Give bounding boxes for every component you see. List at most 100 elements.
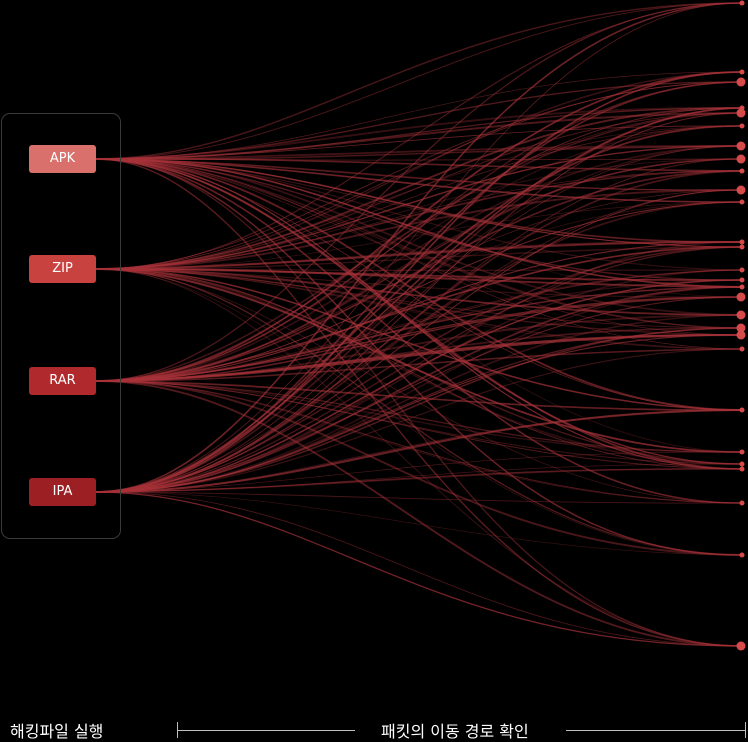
flow-link	[95, 380, 743, 647]
flow-link	[95, 380, 743, 453]
flow-link	[95, 145, 743, 493]
flow-link	[95, 189, 743, 493]
endpoint-node	[739, 277, 745, 283]
flow-link	[95, 2, 743, 493]
flow-link	[95, 268, 743, 336]
endpoint-node	[739, 552, 745, 558]
flow-link	[95, 158, 743, 329]
flow-link	[95, 296, 743, 382]
flow-link	[95, 491, 743, 647]
endpoint-node	[739, 123, 745, 129]
flow-link	[95, 112, 743, 382]
flow-link	[95, 268, 743, 556]
flow-link	[95, 380, 743, 504]
flow-link	[95, 268, 743, 556]
bracket-line-left	[177, 730, 355, 731]
flow-link	[95, 158, 743, 504]
endpoint-node	[739, 466, 745, 472]
endpoint-node	[739, 239, 745, 245]
flow-link	[95, 107, 743, 382]
endpoint-node	[739, 69, 745, 75]
endpoint-node	[736, 310, 746, 320]
flow-link	[95, 409, 743, 493]
flow-link	[95, 380, 743, 453]
flow-link	[95, 158, 743, 270]
flow-link	[95, 81, 743, 270]
flow-link	[95, 158, 743, 243]
execute-hacking-file-label: 해킹파일 실행	[10, 722, 104, 741]
endpoint-nodes	[736, 0, 746, 651]
flow-link	[95, 158, 743, 493]
packet-path-label: 패킷의 이동 경로 확인	[381, 722, 529, 741]
endpoint-node	[736, 292, 746, 302]
flow-link	[95, 268, 743, 647]
endpoint-node	[739, 0, 745, 6]
flow-link	[95, 241, 743, 270]
flow-link	[95, 268, 743, 453]
source-tag-zip[interactable]: ZIP	[29, 255, 96, 283]
flow-link	[95, 201, 743, 382]
endpoint-node	[736, 77, 746, 87]
endpoint-node	[739, 244, 745, 250]
endpoint-node	[736, 108, 746, 118]
flow-link	[95, 125, 743, 160]
bracket-line-right	[566, 730, 745, 731]
flow-link	[95, 81, 743, 160]
flow-link	[95, 267, 743, 288]
endpoint-node	[736, 141, 746, 151]
flow-link	[95, 2, 743, 493]
flow-link	[95, 268, 743, 329]
bracket-right-tick	[745, 722, 746, 738]
flow-link	[95, 157, 743, 172]
flow-link	[95, 451, 743, 493]
endpoint-node	[739, 449, 745, 455]
flow-link	[95, 145, 743, 270]
flow-link	[95, 71, 743, 493]
flow-link	[95, 2, 743, 160]
source-file-panel	[1, 113, 121, 539]
flow-link	[95, 158, 743, 316]
flow-link	[95, 246, 743, 493]
endpoint-node	[736, 323, 746, 333]
flow-link	[95, 286, 743, 493]
source-tag-ipa[interactable]: IPA	[29, 478, 96, 506]
endpoint-node	[739, 267, 745, 273]
flow-link	[95, 268, 743, 504]
flow-link	[95, 71, 743, 382]
endpoint-node	[739, 500, 745, 506]
flow-link	[95, 334, 743, 493]
flow-link	[95, 491, 743, 647]
flow-link	[95, 112, 743, 493]
flow-link	[95, 158, 743, 248]
flow-link	[95, 189, 743, 493]
flow-link	[95, 2, 743, 382]
flow-link	[95, 112, 743, 270]
flow-link	[95, 246, 743, 493]
endpoint-node	[739, 407, 745, 413]
source-tag-apk[interactable]: APK	[29, 145, 96, 173]
flow-link	[95, 380, 743, 504]
flow-link	[95, 158, 743, 470]
flow-link	[95, 491, 743, 556]
flow-link	[95, 71, 743, 160]
flow-link	[95, 201, 743, 382]
flow-link	[95, 380, 743, 465]
endpoint-node	[736, 185, 746, 195]
flow-link	[95, 268, 743, 465]
flow-link	[95, 468, 743, 493]
flow-link	[95, 241, 743, 382]
flow-link	[95, 170, 743, 493]
source-tag-rar[interactable]: RAR	[29, 367, 96, 395]
flow-link	[95, 189, 743, 382]
flow-link	[95, 112, 743, 382]
flow-link	[95, 246, 743, 382]
flow-link	[95, 71, 743, 382]
flow-link	[95, 348, 743, 493]
flow-link	[95, 145, 743, 493]
flow-link	[95, 170, 743, 270]
flow-links	[95, 2, 743, 647]
flow-link	[95, 107, 743, 270]
flow-link	[95, 189, 743, 270]
flow-link	[95, 268, 743, 470]
